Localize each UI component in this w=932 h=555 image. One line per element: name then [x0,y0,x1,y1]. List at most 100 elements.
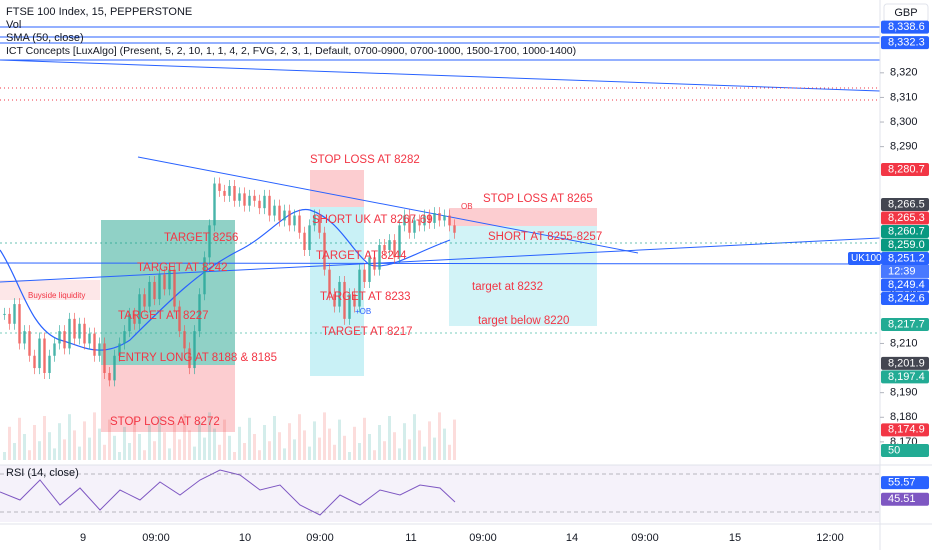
candle [423,215,426,226]
candle [118,343,121,356]
volume-bar [183,414,186,460]
volume-bar [108,419,111,460]
volume-bar [23,434,26,460]
volume-bar [8,426,11,460]
volume-bar [83,421,86,460]
candle [28,331,31,356]
volume-bar [208,412,211,460]
candles [3,177,456,460]
currency[interactable]: GBP [894,7,917,19]
y-tick-label: 8,180 [890,411,918,423]
volume-bar [73,430,76,460]
candle [123,331,126,344]
y-tick-label: 8,310 [890,91,918,103]
candle [378,245,381,270]
symbol-title: FTSE 100 Index, 15, PEPPERSTONE [6,6,192,18]
candle [258,200,261,209]
candle [373,257,376,270]
volume-bar [88,437,91,460]
trend-line [137,156,639,254]
candle [203,257,206,295]
time-label: 12:00 [816,532,844,544]
volume-bar [78,446,81,460]
candle [353,294,356,307]
level-line [0,262,881,265]
candle [328,269,331,295]
volume-bar [18,417,21,460]
candle [128,313,131,332]
annotation: TARGET AT 8217 [322,326,413,338]
candle [418,220,421,226]
candle [323,232,326,270]
volume-bar [323,412,326,460]
annotation: SHORT UK AT 8267-69 [312,214,433,226]
candle [443,215,446,221]
time-label: 9 [80,532,86,544]
price-badge-label: 8,260.7 [888,225,925,237]
candle [408,215,411,233]
candle [278,205,281,221]
volume-bar [313,421,316,460]
candle [268,195,271,216]
candle [263,195,266,209]
candle [33,355,36,369]
volume-bar [453,419,456,460]
price-badge [881,291,929,305]
volume-bar [338,419,341,460]
volume-bar [203,437,206,460]
candle [433,213,436,223]
candle [113,355,116,381]
volume-bar [223,419,226,460]
volume-bar [398,448,401,460]
volume-bar [3,452,6,460]
countdown-label: 12:39 [888,265,916,277]
volume-bar [118,452,121,460]
price-badge [881,423,929,437]
candle [363,269,366,282]
volume-bar [298,414,301,460]
price-badge-label: 8,338.6 [888,21,925,33]
candle [3,313,6,315]
candle [83,323,86,344]
candle [38,338,41,369]
volume-bar [38,441,41,460]
liquidity-zone [0,280,100,300]
volume-bar [273,416,276,460]
volume-bar [293,439,296,460]
candle [183,331,186,349]
price-badge-label: 8,259.0 [888,239,925,251]
volume-bar [148,425,151,460]
candle [18,304,21,344]
candle [368,257,371,282]
volume-bar [213,428,216,460]
rsi-badge-label: 55.57 [888,477,916,489]
time-label: 09:00 [306,532,334,544]
annotation: target at 8232 [472,281,543,293]
candle [218,183,221,191]
volume-bar [48,432,51,460]
price-badge-label: 8,265.3 [888,212,925,224]
candle [108,372,111,381]
candle [103,343,106,373]
candle [178,306,181,332]
price-badge-label: 8,251.2 [888,252,925,264]
indicator: RSI (14, close) [6,467,79,479]
volume-bar [343,435,346,460]
volume-bar [123,426,126,460]
volume-bar [168,448,171,460]
candle [358,269,361,307]
symbol-tag-label: UK100 [851,253,882,264]
volume-bar [423,446,426,460]
time-label: 10 [239,532,251,544]
candle [293,215,296,226]
price-badge [881,197,929,211]
annotation: TARGET AT 8242 [137,262,228,274]
candle [388,240,391,250]
volume-bar [433,437,436,460]
candle [168,269,171,290]
candle [453,225,456,233]
volume-bar [253,434,256,460]
volume-bar [28,450,31,460]
